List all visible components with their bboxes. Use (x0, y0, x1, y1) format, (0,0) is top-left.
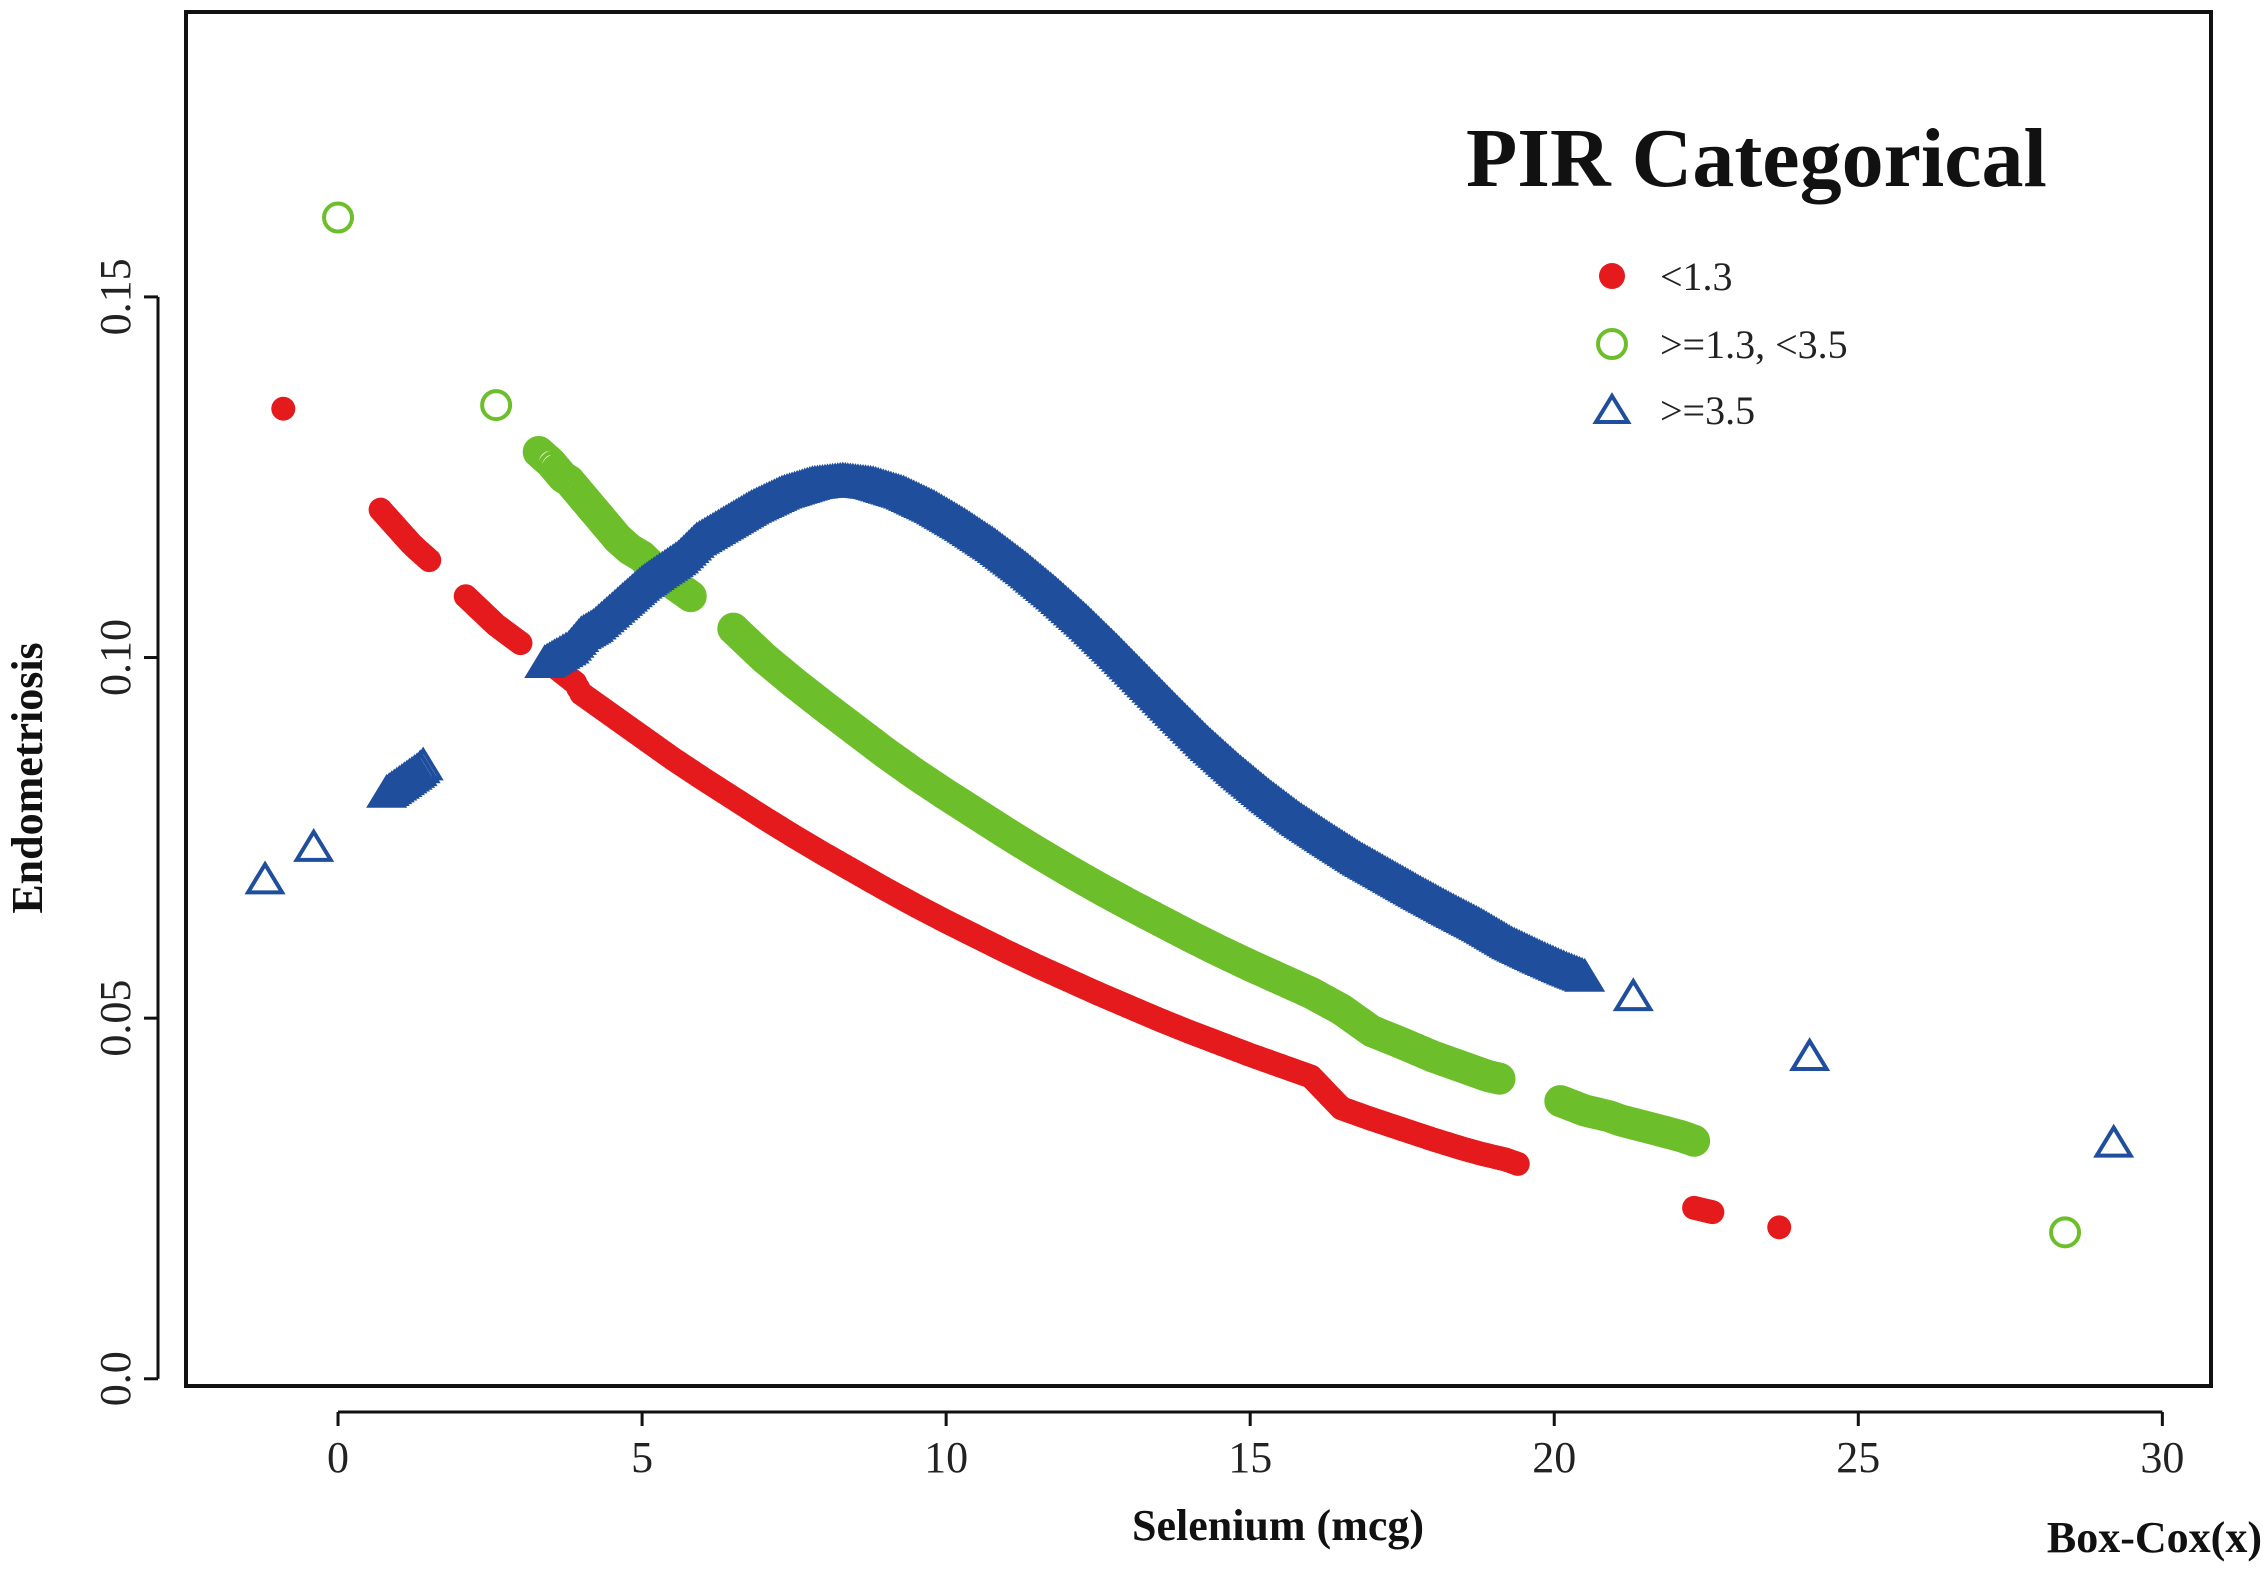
point-high (293, 828, 335, 862)
x-tick-label: 15 (1228, 1433, 1272, 1482)
point-mid (322, 201, 355, 234)
y-tick-label: 0.0 (91, 1351, 140, 1406)
point-mid (1678, 1124, 1711, 1157)
point-low (417, 548, 442, 573)
box-cox-label: Box-Cox(x) (2047, 1513, 2262, 1562)
legend-label-mid: >=1.3, <3.5 (1660, 322, 1848, 367)
point-mid (2049, 1216, 2082, 1249)
y-tick-label: 0.10 (91, 619, 140, 696)
y-tick-label: 0.05 (91, 980, 140, 1057)
point-high (1612, 977, 1654, 1012)
legend-title: PIR Categorical (1466, 112, 2047, 205)
legend-label-low: <1.3 (1660, 254, 1733, 299)
series-high (244, 461, 2135, 1158)
point-low (1505, 1151, 1530, 1176)
y-axis: 0.0 0.05 0.10 0.15 (91, 258, 160, 1406)
point-low (1767, 1215, 1792, 1240)
point-low (1700, 1200, 1725, 1225)
y-tick-label: 0.15 (91, 258, 140, 335)
legend-entry-mid: >=1.3, <3.5 (1596, 322, 1848, 367)
point-high (1564, 957, 1606, 992)
plot-frame (184, 10, 2213, 1388)
point-low (271, 396, 296, 421)
x-tick-label: 25 (1836, 1433, 1880, 1482)
x-axis-title: Selenium (mcg) (1132, 1501, 1424, 1550)
point-high (2093, 1123, 2135, 1158)
x-tick-label: 0 (327, 1433, 349, 1482)
x-axis: 0 5 10 15 20 25 30 (327, 1410, 2184, 1482)
legend-entry-low: <1.3 (1599, 254, 1733, 299)
legend: PIR Categorical <1.3 >=1.3, <3.5 >=3.5 (1466, 112, 2047, 433)
point-mid (674, 580, 707, 613)
legend-label-high: >=3.5 (1660, 388, 1755, 433)
x-tick-label: 30 (2140, 1433, 2184, 1482)
series-low (271, 396, 1792, 1240)
y-axis-title: Endometriosis (3, 642, 52, 913)
point-high (1789, 1037, 1831, 1072)
point-mid (1483, 1062, 1516, 1095)
legend-entry-high: >=3.5 (1592, 388, 1755, 433)
x-tick-label: 20 (1532, 1433, 1576, 1482)
point-high (244, 860, 286, 895)
legend-marker-low (1599, 263, 1625, 289)
series-mid (322, 201, 2082, 1249)
data-series (244, 201, 2135, 1249)
x-tick-label: 10 (924, 1433, 968, 1482)
legend-marker-mid (1596, 328, 1628, 360)
point-high (402, 746, 444, 781)
legend-marker-high (1592, 392, 1632, 424)
x-tick-label: 5 (631, 1433, 653, 1482)
point-mid (480, 389, 513, 422)
point-low (508, 631, 533, 656)
